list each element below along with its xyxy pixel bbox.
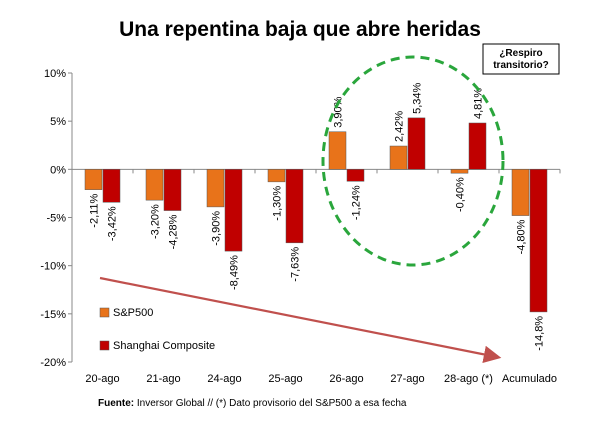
callout-box xyxy=(482,43,560,75)
legend: S&P500 Shanghai Composite xyxy=(99,307,215,352)
y-tick-label: -5% xyxy=(46,213,66,225)
callout-text-line: ¿Respiro xyxy=(499,48,542,59)
x-tick-label: Acumulado xyxy=(502,373,557,385)
x-tick-label: 20-ago xyxy=(85,373,119,385)
shanghai-data-label: 5,34% xyxy=(412,82,424,113)
shanghai-data-label: -7,63% xyxy=(290,247,302,282)
sp500-bar xyxy=(84,169,103,190)
shanghai-data-label: -1,24% xyxy=(351,185,363,220)
x-tick-label: 25-ago xyxy=(268,373,302,385)
shanghai-bar xyxy=(224,169,243,252)
chart-title: Una repentina baja que abre heridas xyxy=(119,18,481,41)
x-tick-label: 26-ago xyxy=(329,373,363,385)
shanghai-bar xyxy=(102,169,121,203)
sp500-bar xyxy=(145,169,164,201)
shanghai-bar xyxy=(163,169,182,211)
shanghai-data-label: -8,49% xyxy=(229,255,241,290)
x-tick-label: 21-ago xyxy=(146,373,180,385)
sp500-data-label: -0,40% xyxy=(455,177,467,212)
sp500-bar xyxy=(328,131,347,170)
y-tick-label: 0% xyxy=(50,164,66,176)
trend-arrow xyxy=(99,276,502,364)
shanghai-data-label: -3,42% xyxy=(107,206,119,241)
shanghai-bar xyxy=(529,169,548,313)
sp500-data-label: -3,20% xyxy=(150,204,162,239)
x-tick-label: 27-ago xyxy=(390,373,424,385)
shanghai-legend-swatch xyxy=(99,340,110,351)
sp500-data-label: 3,90% xyxy=(333,96,345,127)
sp500-data-label: 2,42% xyxy=(394,111,406,142)
sp500-legend-swatch xyxy=(99,307,110,318)
sp500-bar xyxy=(389,145,408,170)
y-tick-label: -20% xyxy=(40,357,66,369)
shanghai-data-label: 4,81% xyxy=(473,88,485,119)
shanghai-bar xyxy=(346,169,365,182)
x-tick-label: 28-ago (*) xyxy=(444,373,493,385)
sp500-bar xyxy=(511,169,530,216)
callout-text-line: transitorio? xyxy=(493,60,549,71)
sp500-data-label: -2,11% xyxy=(89,193,101,227)
bars xyxy=(84,117,548,313)
y-tick-label: -15% xyxy=(40,309,66,321)
shanghai-legend-label: Shanghai Composite xyxy=(113,340,215,352)
shanghai-bar xyxy=(285,169,304,244)
shanghai-data-label: -4,28% xyxy=(168,214,180,249)
y-tick-label: -10% xyxy=(40,261,66,273)
sp500-data-label: -4,80% xyxy=(516,219,528,254)
sp500-data-label: -3,90% xyxy=(211,211,223,246)
sp500-bar xyxy=(206,169,225,208)
sp500-bar xyxy=(267,169,286,183)
data-labels: -2,11% -3,42% -3,20% -4,28% -3,90% -8,49% -1,3… xyxy=(89,82,546,350)
y-tick-label: 10% xyxy=(44,68,66,80)
axes: 10% 5% 0% -5% -10% -15% -20% 20-ago 21-ago 24-ago… xyxy=(40,68,561,385)
sp500-legend-label: S&P500 xyxy=(113,307,153,319)
shanghai-bar xyxy=(407,117,426,170)
highlight-ellipse xyxy=(321,55,505,267)
y-tick-label: 5% xyxy=(50,116,66,128)
source-note: Fuente: Inversor Global // (*) Dato prov… xyxy=(98,398,407,409)
shanghai-data-label: -14,8% xyxy=(534,316,546,351)
sp500-data-label: -1,30% xyxy=(272,186,284,221)
source-label: Fuente: xyxy=(98,398,134,409)
sp500-bar xyxy=(450,169,469,174)
x-tick-label: 24-ago xyxy=(207,373,241,385)
shanghai-bar xyxy=(468,122,487,170)
source-text: Inversor Global // (*) Dato provisorio d… xyxy=(134,398,407,409)
